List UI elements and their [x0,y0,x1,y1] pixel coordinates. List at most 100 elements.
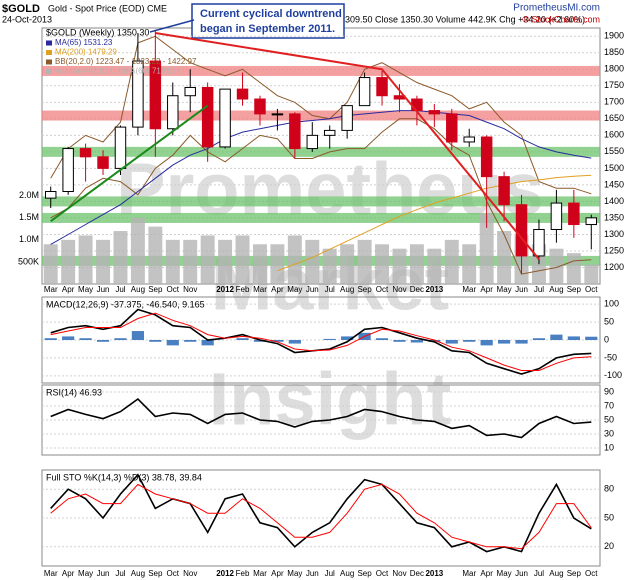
x-tick-label: Feb [236,285,250,294]
y-tick-label: 1200 [604,262,624,272]
candle-body [236,88,249,100]
price-band [42,196,600,207]
candle-body [132,60,144,128]
x-tick-label: Apr [480,285,493,294]
candle-body [358,77,371,107]
volume-bar [165,239,180,284]
volume-bar [130,217,145,284]
volume-bar [462,244,477,284]
histogram-bar [585,336,598,340]
histogram-bar [445,340,458,344]
candle-body [446,113,458,143]
y-tick-label: 1700 [604,97,624,107]
legend-swatch [46,50,52,55]
moving-average [277,174,592,272]
histogram-bar [497,340,511,344]
panel-title: MACD(12,26,9) -37.375, -46.540, 9.165 [46,299,205,309]
x-tick-label: Jun [97,569,110,578]
y-tick-label: 1350 [604,212,624,222]
y-tick-label: 80 [604,484,614,494]
x-tick-label: Jul [534,285,544,294]
annotation-box [191,3,345,39]
legend-swatch [46,69,52,74]
volume-tick-label: 2.0M [19,190,39,200]
moving-average [50,110,592,245]
volume-bar [497,231,512,284]
histogram-bar [236,338,249,340]
histogram-bar [96,340,110,342]
x-tick-label: Jul [325,569,335,578]
x-tick-label: Feb [236,569,250,578]
x-tick-label: Jul [115,285,125,294]
volume-bar [252,244,267,284]
candle-body [62,148,74,193]
candle-body [79,148,92,158]
volume-bar [305,239,320,284]
y-tick-label: 90 [604,386,614,396]
histogram-bar [393,340,406,342]
x-tick-label: Aug [549,569,563,578]
x-tick-label: Oct [167,569,180,578]
indicator-line [50,312,592,371]
y-tick-label: 1450 [604,179,624,189]
y-tick-label: 50 [604,414,614,424]
x-tick-label: Apr [480,569,493,578]
candle-body [306,134,319,150]
y-tick-label: 30 [604,428,614,438]
y-tick-label: 50 [604,512,614,522]
histogram-bar [79,338,92,340]
symbol: $GOLD [2,3,40,15]
candle-body [114,126,127,169]
volume-bar [61,239,76,284]
trendline [155,32,540,260]
x-tick-label: May [287,285,302,294]
histogram-bar [341,336,354,340]
credit: © StockCharts.com [522,14,600,24]
x-tick-label: Sep [357,569,372,578]
candle-body [376,77,388,97]
histogram-bar [253,340,267,342]
annotation-arrow [149,19,195,33]
x-tick-label: Aug [549,285,563,294]
x-tick-label: Nov [183,569,197,578]
candle-body [463,136,475,143]
x-tick-label: Oct [376,569,389,578]
y-tick-label: 1800 [604,64,624,74]
x-tick-label: Jun [97,285,110,294]
bb-upper [50,35,592,195]
histogram-bar [375,338,389,340]
x-tick-label: Jun [306,285,319,294]
x-tick-label: May [78,285,93,294]
x-tick-label: Dec [410,285,424,294]
candle-body [585,217,598,226]
candle-body [149,60,162,130]
x-tick-label: Aug [340,569,354,578]
legend-entry: BB(20,2.0) 1223.47 - 1323.22 - 1422.97 [55,57,197,66]
x-tick-label: Jun [515,285,528,294]
histogram-bar [201,340,214,346]
histogram-bar [463,340,476,342]
x-tick-label: Oct [167,285,180,294]
x-tick-label: Jun [306,569,319,578]
x-tick-label: Aug [131,285,145,294]
x-tick-label: Mar [44,569,58,578]
histogram-bar [480,340,493,346]
price-band [42,255,600,266]
y-tick-label: 100 [604,299,619,309]
trendline [50,104,209,223]
bb-lower [50,118,592,275]
x-tick-label: Aug [340,285,354,294]
candle-body [411,98,423,112]
panel-title: $GOLD (Weekly) 1350.30 [46,27,149,37]
volume-bar [78,235,93,284]
volume-bar [287,235,302,284]
x-tick-label: Apr [271,569,284,578]
histogram-bar [410,340,424,343]
candle-body [254,98,266,115]
x-tick-label: Sep [148,285,163,294]
histogram-bar [166,340,179,346]
x-tick-label: Jul [115,569,125,578]
x-tick-label: Sep [148,569,163,578]
x-tick-label: Jun [515,569,528,578]
